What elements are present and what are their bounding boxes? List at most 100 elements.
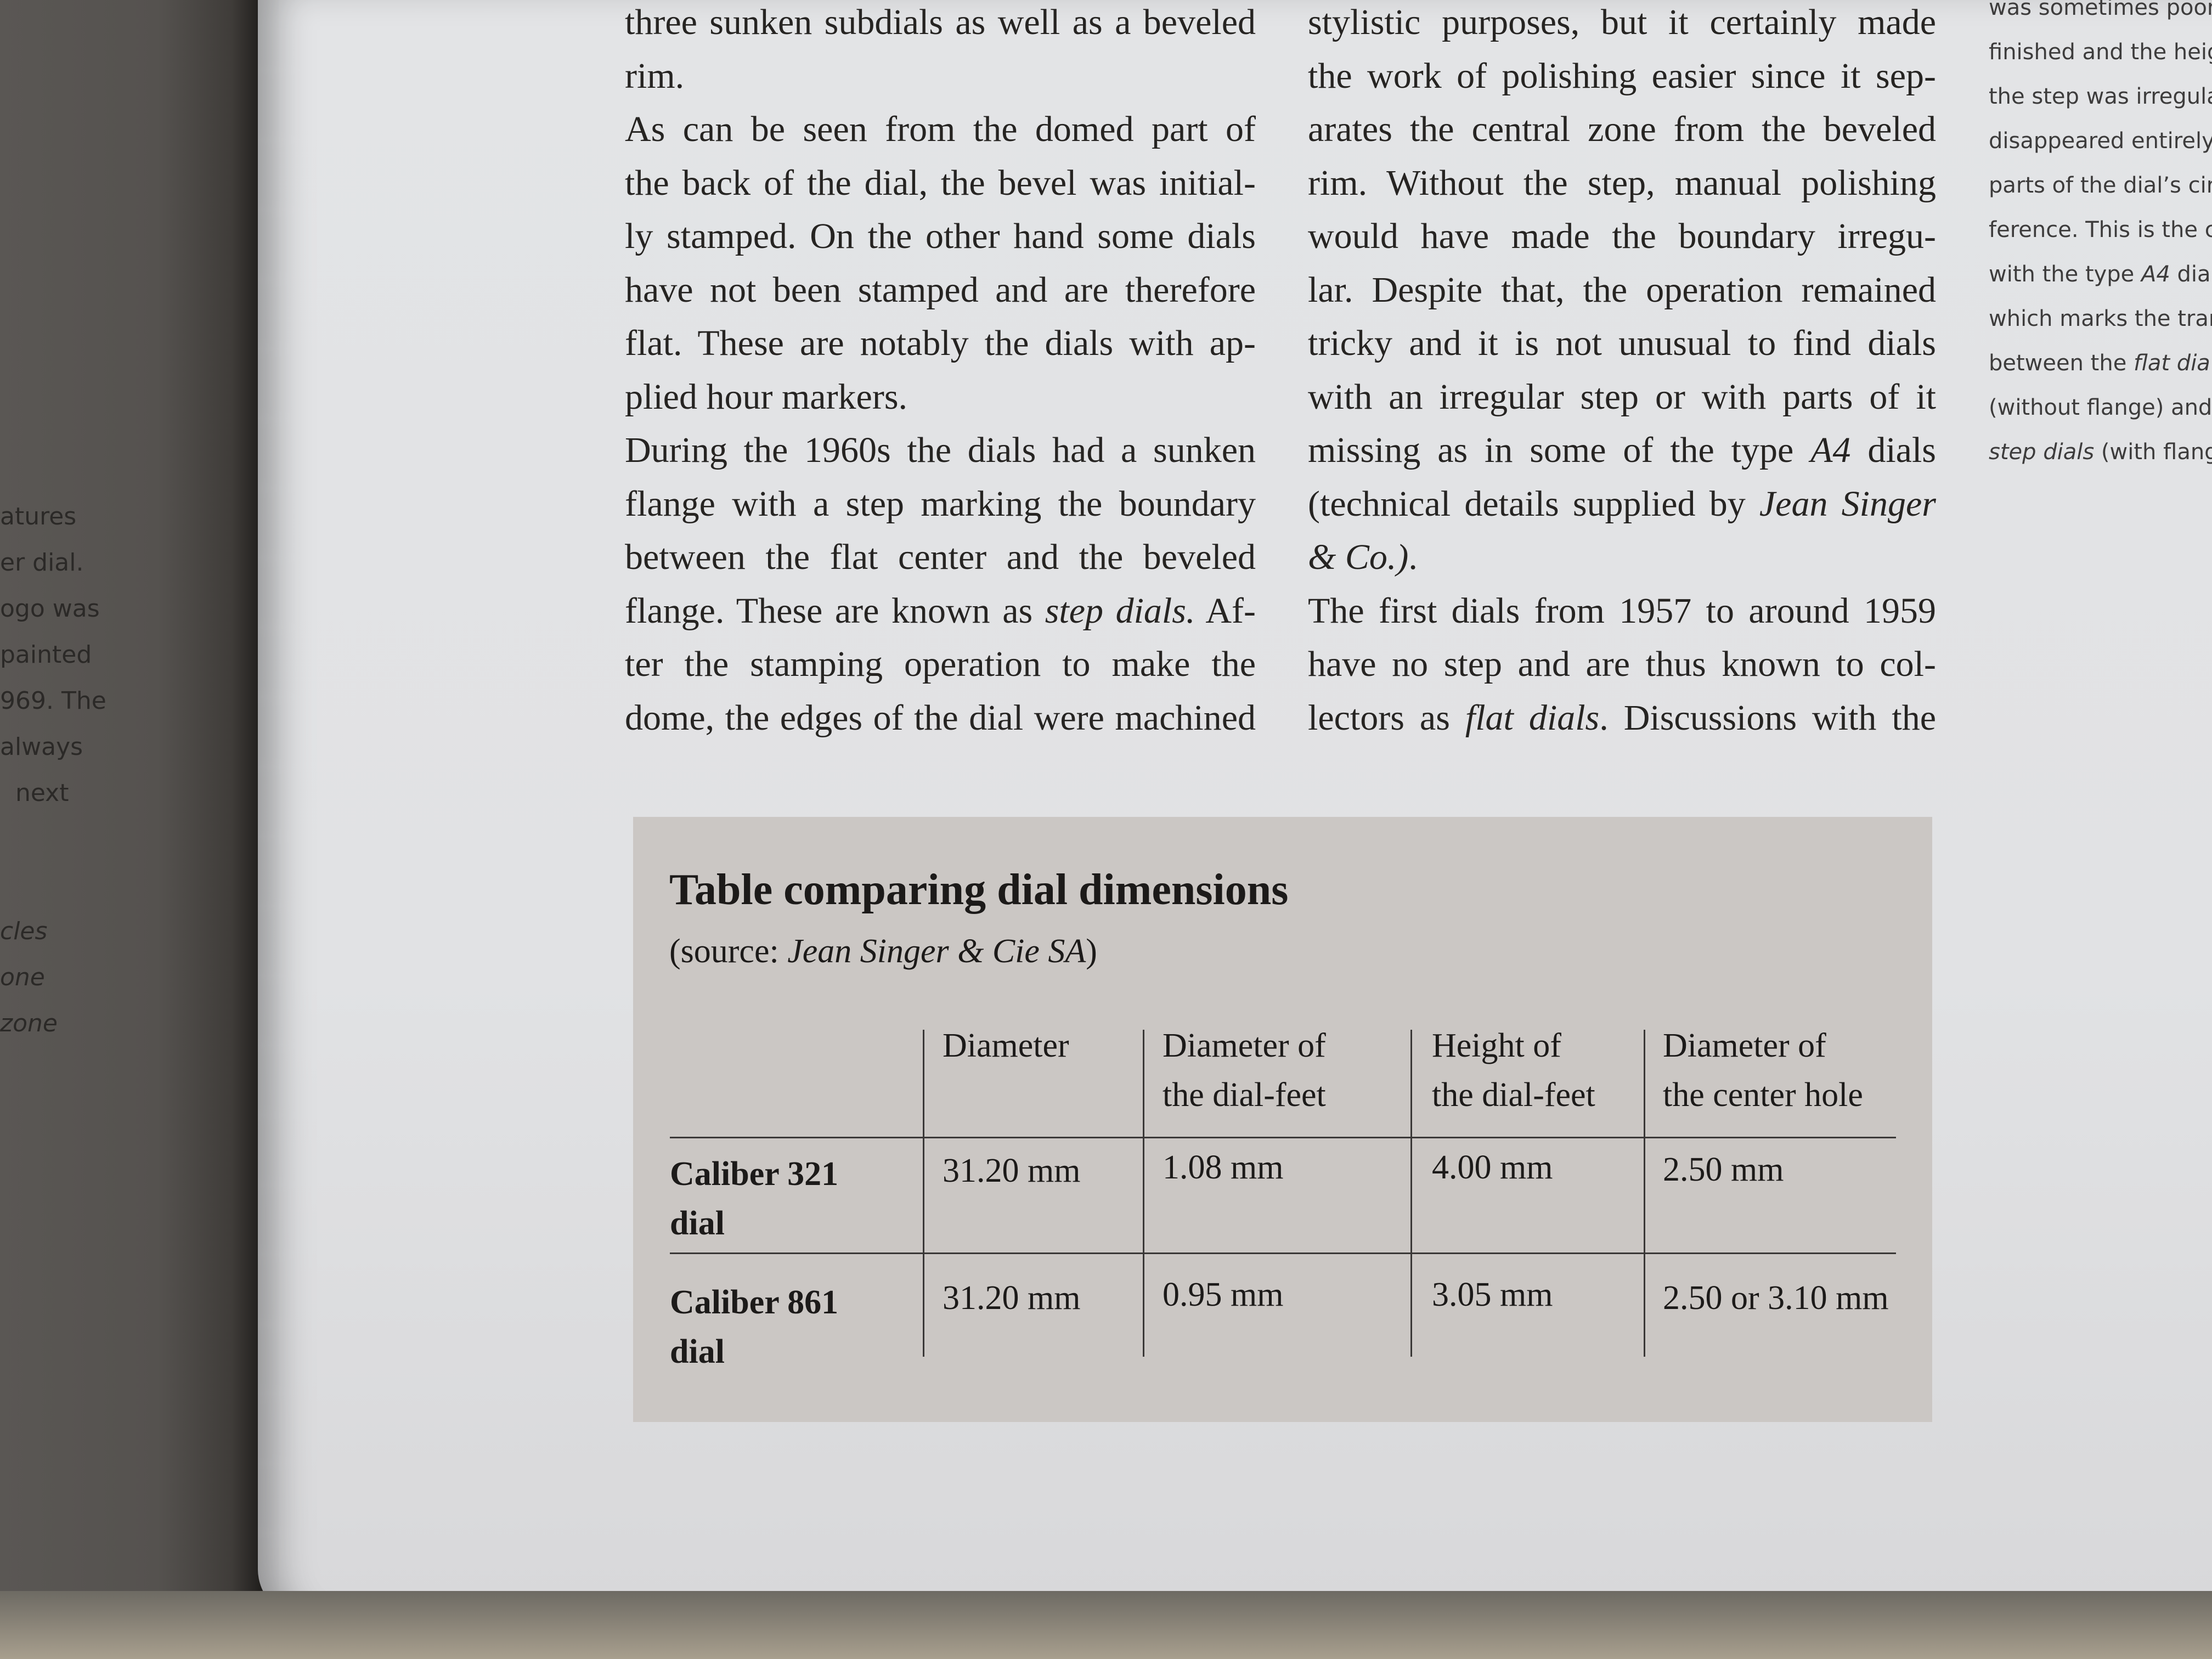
table-cell: 3.05 mm — [1432, 1276, 1553, 1313]
text-line: the step was irregula — [1989, 75, 2212, 119]
text-segment: the back of the dial, the bevel was init… — [625, 162, 1256, 203]
row-divider — [670, 1137, 1896, 1138]
text-segment: the step was irregula — [1989, 84, 2212, 109]
text-line: disappeared entirely — [1989, 119, 2212, 163]
text-line: three sunken subdials as well as a bevel… — [625, 0, 1256, 49]
text-line: ter the stamping operation to make the — [625, 637, 1256, 691]
italic-text: zone — [0, 1009, 58, 1037]
header-dial-feet-diameter: Diameter of the dial-feet — [1163, 1027, 1326, 1114]
text-line: painted — [0, 632, 165, 678]
text-segment: would have made the boundary irregu- — [1308, 216, 1936, 256]
text-segment: 969. The — [0, 687, 106, 715]
text-line: with the type A4 dia — [1989, 252, 2212, 297]
column-divider — [1410, 1030, 1412, 1357]
text-line: & Co.). — [1308, 531, 1936, 584]
text-line: zone — [0, 1001, 165, 1047]
text-segment: flange. These are known as — [625, 590, 1045, 631]
text-column-2: stylistic purposes, but it certainly mad… — [1308, 0, 1936, 744]
text-line: between the flat dia — [1989, 341, 2212, 386]
text-segment: arates the central zone from the beveled — [1308, 109, 1936, 149]
text-segment: stylistic purposes, but it certainly mad… — [1308, 2, 1936, 42]
italic-text: one — [0, 963, 45, 991]
text-line: ogo was — [0, 586, 165, 632]
table-title: Table comparing dial dimensions — [669, 866, 1289, 914]
text-segment: with the type — [1989, 262, 2142, 287]
text-segment: which marks the tran — [1989, 306, 2212, 331]
italic-text: cles — [0, 917, 48, 945]
italic-text: flat dia — [2134, 351, 2210, 376]
text-line: ference. This is the c — [1989, 208, 2212, 252]
italic-text: & Co.) — [1308, 537, 1409, 577]
table-cell: 0.95 mm — [1163, 1276, 1284, 1313]
table-cell: 4.00 mm — [1432, 1149, 1553, 1186]
text-line: cles — [0, 909, 165, 955]
table-source: (source: Jean Singer & Cie SA) — [669, 932, 1097, 971]
text-segment: ogo was — [0, 595, 100, 623]
text-line: ly stamped. On the other hand some dials — [625, 210, 1256, 263]
text-segment: flange with a step marking the boundary — [625, 483, 1256, 524]
text-line: one — [0, 955, 165, 1001]
table-cell: 31.20 mm — [943, 1152, 1081, 1189]
text-segment: between the flat center and the beveled — [625, 537, 1256, 577]
text-segment: between the — [1989, 351, 2134, 376]
italic-text: A4 — [2141, 262, 2170, 287]
text-line: step dials (with flang — [1989, 430, 2212, 475]
text-segment: have not been stamped and are therefore — [625, 269, 1256, 310]
text-segment: disappeared entirely — [1989, 128, 2212, 154]
text-segment: painted — [0, 641, 92, 669]
text-line: stylistic purposes, but it certainly mad… — [1308, 0, 1936, 49]
table-cell: 1.08 mm — [1163, 1149, 1284, 1186]
italic-text: flat dials — [1465, 697, 1600, 738]
text-segment: . Discussions with the — [1599, 697, 1936, 738]
text-column-1: three sunken subdials as well as a bevel… — [625, 0, 1256, 744]
text-segment: er dial. — [0, 549, 84, 577]
row-label: Caliber 861 dial — [670, 1284, 839, 1370]
text-line: As can be seen from the domed part of — [625, 103, 1256, 156]
text-line: dome, the edges of the dial were machine… — [625, 691, 1256, 745]
text-line: (technical details supplied by Jean Sing… — [1308, 477, 1936, 531]
text-line: rim. — [625, 49, 1256, 103]
text-segment: have no step and are thus known to col- — [1308, 644, 1936, 684]
text-line: arates the central zone from the beveled — [1308, 103, 1936, 156]
text-segment: rim. Without the step, manual polishing — [1308, 162, 1936, 203]
text-segment: flat. These are notably the dials with a… — [625, 323, 1256, 363]
column-divider — [923, 1030, 924, 1357]
source-suffix: ) — [1086, 933, 1097, 970]
text-line: lar. Despite that, the operation remaine… — [1308, 263, 1936, 317]
text-line: er dial. — [0, 540, 165, 586]
text-line: the back of the dial, the bevel was init… — [625, 156, 1256, 210]
header-dial-feet-height: Height of the dial-feet — [1432, 1027, 1595, 1114]
text-segment: atures — [0, 503, 77, 531]
table-cell: 31.20 mm — [943, 1279, 1081, 1317]
text-segment: (technical details supplied by — [1308, 483, 1759, 524]
row-label: Caliber 321 dial — [670, 1155, 839, 1242]
text-segment: ference. This is the c — [1989, 217, 2212, 242]
column-divider — [1644, 1030, 1645, 1357]
text-line: have not been stamped and are therefore — [625, 263, 1256, 317]
text-segment: During the 1960s the dials had a sunken — [625, 430, 1256, 470]
table-cell: 2.50 mm — [1663, 1151, 1784, 1188]
text-line: always — [0, 724, 165, 770]
text-segment: with an irregular step or with parts of … — [1308, 376, 1936, 417]
text-segment: ly stamped. On the other hand some dials — [625, 216, 1256, 256]
text-segment: lar. Despite that, the operation remaine… — [1308, 269, 1936, 310]
text-line: During the 1960s the dials had a sunken — [625, 424, 1256, 477]
text-line: which marks the tran — [1989, 297, 2212, 341]
text-segment: . — [1408, 537, 1418, 577]
text-segment: finished and the heig — [1989, 40, 2212, 65]
text-line: would have made the boundary irregu- — [1308, 210, 1936, 263]
italic-text: Jean Singer — [1759, 483, 1936, 524]
text-line: with an irregular step or with parts of … — [1308, 370, 1936, 424]
text-segment: parts of the dial’s cir — [1989, 173, 2212, 198]
text-line: parts of the dial’s cir — [1989, 163, 2212, 208]
dial-dimensions-table: Table comparing dial dimensions (source:… — [633, 817, 1932, 1422]
header-diameter: Diameter — [943, 1027, 1069, 1064]
text-segment: the work of polishing easier since it se… — [1308, 55, 1936, 96]
text-segment: three sunken subdials as well as a bevel… — [625, 2, 1256, 42]
text-line: tricky and it is not unusual to find dia… — [1308, 317, 1936, 370]
text-line: (without flange) and — [1989, 386, 2212, 430]
text-line — [0, 816, 165, 862]
text-line: atures — [0, 494, 165, 540]
text-line: was sometimes poor — [1989, 0, 2212, 30]
text-segment: was sometimes poor — [1989, 0, 2212, 20]
